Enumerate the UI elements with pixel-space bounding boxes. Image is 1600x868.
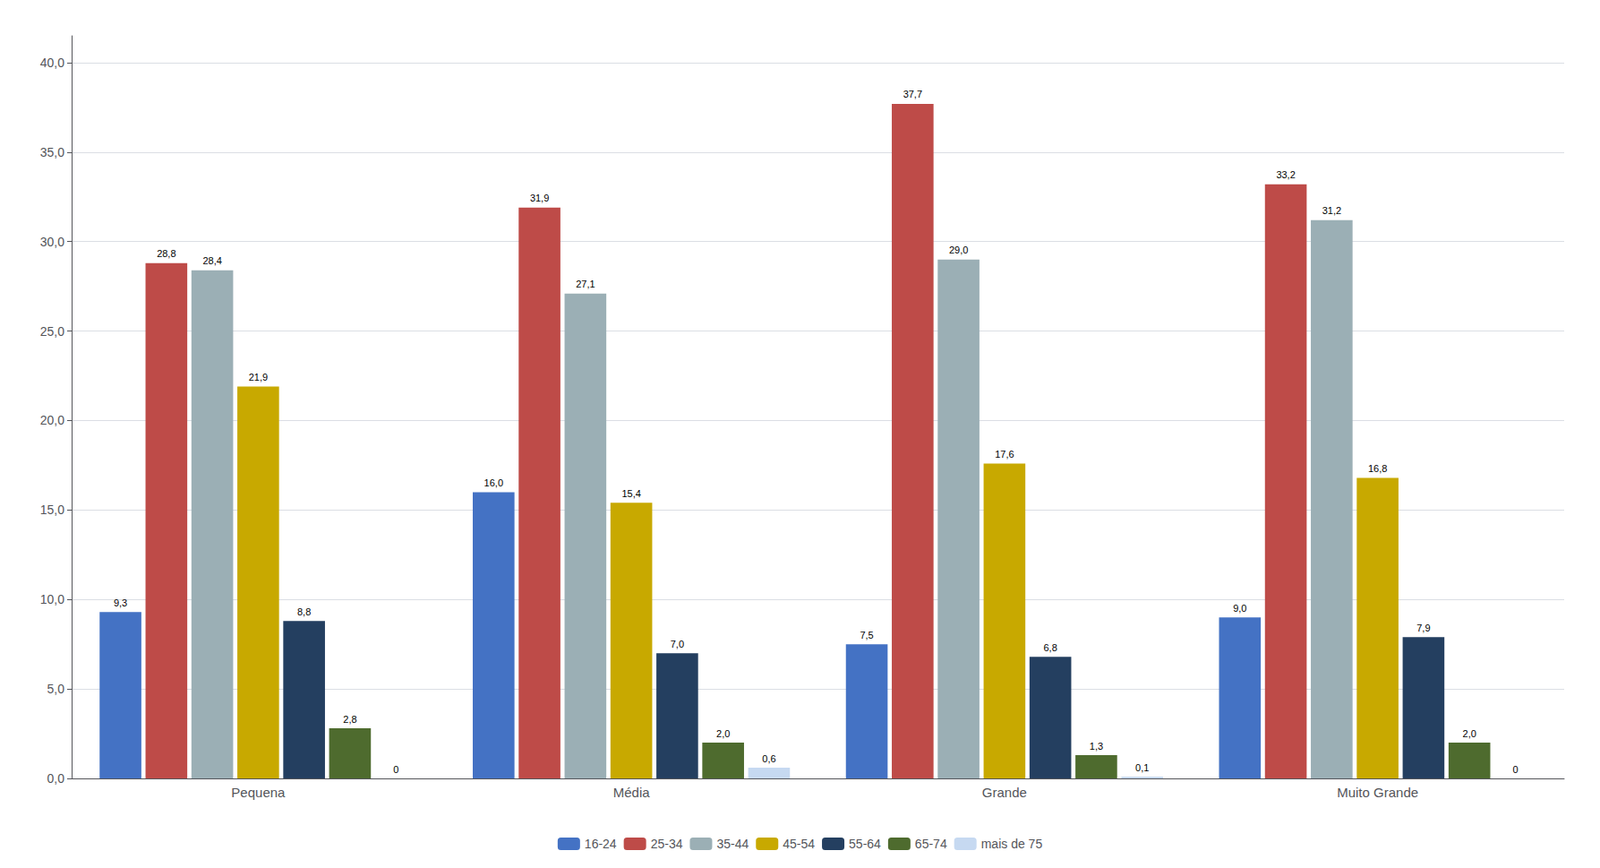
- svg-text:2,0: 2,0: [716, 727, 730, 739]
- svg-text:21,9: 21,9: [248, 371, 268, 383]
- svg-text:31,2: 31,2: [1322, 205, 1342, 216]
- svg-text:7,5: 7,5: [859, 629, 873, 641]
- svg-text:0: 0: [1512, 763, 1518, 775]
- svg-text:35,0: 35,0: [40, 145, 65, 160]
- svg-text:17,6: 17,6: [994, 448, 1014, 460]
- svg-text:7,0: 7,0: [670, 638, 685, 650]
- svg-text:7,9: 7,9: [1416, 622, 1430, 634]
- svg-text:2,0: 2,0: [1463, 727, 1477, 739]
- svg-text:30,0: 30,0: [40, 234, 65, 249]
- svg-text:0: 0: [393, 763, 399, 775]
- svg-text:27,1: 27,1: [575, 278, 595, 290]
- svg-text:15,4: 15,4: [621, 487, 641, 499]
- svg-text:Muito Grande: Muito Grande: [1336, 784, 1419, 800]
- svg-text:Grande: Grande: [982, 784, 1027, 800]
- svg-text:31,9: 31,9: [530, 192, 549, 204]
- svg-text:16-24: 16-24: [584, 836, 617, 851]
- svg-text:10,0: 10,0: [40, 591, 65, 607]
- svg-text:25,0: 25,0: [40, 324, 65, 339]
- svg-text:29,0: 29,0: [949, 244, 968, 256]
- svg-text:mais de 75: mais de 75: [981, 836, 1044, 851]
- svg-text:45-54: 45-54: [782, 836, 815, 851]
- svg-text:2,8: 2,8: [342, 713, 357, 725]
- svg-text:Média: Média: [613, 784, 651, 800]
- svg-text:28,4: 28,4: [202, 255, 222, 266]
- svg-text:9,0: 9,0: [1232, 602, 1247, 614]
- svg-text:33,2: 33,2: [1275, 169, 1295, 180]
- svg-text:0,0: 0,0: [47, 770, 66, 786]
- svg-text:25-34: 25-34: [650, 836, 684, 851]
- svg-text:65-74: 65-74: [915, 836, 948, 851]
- svg-text:0,6: 0,6: [761, 752, 776, 764]
- svg-text:16,8: 16,8: [1368, 462, 1387, 474]
- svg-text:35-44: 35-44: [716, 836, 749, 851]
- svg-text:1,3: 1,3: [1089, 740, 1104, 752]
- svg-text:28,8: 28,8: [156, 248, 176, 259]
- svg-text:37,7: 37,7: [903, 88, 923, 100]
- svg-text:15,0: 15,0: [40, 502, 65, 517]
- svg-text:20,0: 20,0: [40, 412, 65, 428]
- svg-text:6,8: 6,8: [1043, 641, 1057, 653]
- svg-text:8,8: 8,8: [297, 606, 311, 617]
- svg-text:0,1: 0,1: [1135, 761, 1149, 773]
- svg-text:5,0: 5,0: [47, 681, 66, 696]
- svg-text:55-64: 55-64: [848, 836, 882, 851]
- svg-text:9,3: 9,3: [113, 597, 128, 608]
- svg-text:16,0: 16,0: [484, 477, 504, 488]
- svg-text:Pequena: Pequena: [231, 784, 286, 800]
- svg-text:40,0: 40,0: [40, 55, 65, 70]
